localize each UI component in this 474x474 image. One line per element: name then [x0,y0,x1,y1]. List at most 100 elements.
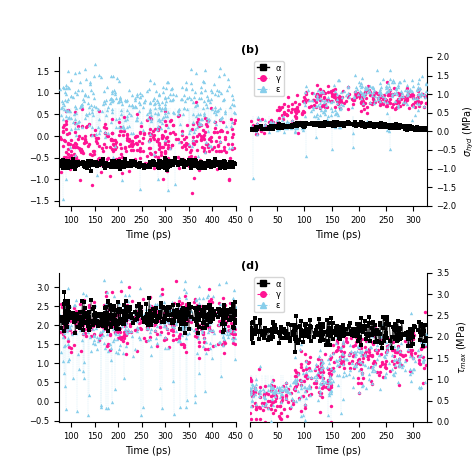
Point [141,161,148,169]
Point [218,310,225,318]
Point [71,159,78,166]
Point [60,302,68,310]
Point [333,118,341,126]
Point [141,97,148,104]
Point [63,107,70,114]
Point [304,86,312,94]
Point [128,162,136,169]
Point [109,95,116,102]
Point [108,162,116,170]
Point [119,337,127,344]
Point [418,346,425,353]
Point [199,134,207,141]
Point [123,123,130,130]
Point [125,307,132,314]
Point [147,318,155,325]
Point [249,124,256,131]
Point [289,400,297,408]
Point [114,298,122,306]
Point [297,327,304,334]
Point [355,91,362,98]
Point [162,107,169,114]
Point [181,157,188,165]
Point [198,307,206,314]
Point [230,161,237,168]
Point [392,322,399,330]
Point [195,283,203,290]
Point [164,78,171,85]
Point [413,86,421,93]
Point [185,156,192,164]
Point [115,118,123,126]
Point [404,126,411,133]
Point [297,384,304,392]
Point [372,98,379,106]
Point [94,337,101,345]
Point [357,345,365,352]
Point [75,160,83,168]
Point [316,337,324,345]
Point [210,161,218,169]
Point [203,140,211,147]
Point [305,358,313,366]
Point [108,159,115,167]
Point [311,329,319,337]
Point [248,396,256,403]
Point [196,160,203,167]
Point [221,325,229,333]
Point [219,306,227,314]
Point [175,315,182,323]
Point [352,329,360,337]
Point [157,317,165,325]
Point [367,343,374,350]
Point [200,342,207,350]
Point [181,320,188,328]
Point [107,301,114,309]
Point [336,354,344,361]
Point [87,131,95,139]
Point [111,328,119,336]
Point [297,363,304,371]
Point [374,330,382,337]
Point [270,382,277,390]
Point [70,118,77,126]
Point [199,143,206,151]
Point [111,325,119,332]
Point [85,160,92,168]
Point [381,337,388,345]
Point [294,123,301,130]
Point [328,120,335,128]
Point [191,160,199,167]
Point [71,328,79,335]
Point [192,137,200,145]
Point [336,104,343,111]
Point [87,296,95,304]
Point [224,87,231,94]
Point [230,145,237,152]
Point [331,358,338,366]
Point [150,158,157,165]
Point [187,146,195,154]
Point [118,158,125,166]
Point [72,159,80,167]
Point [58,312,66,319]
Point [79,149,86,157]
Point [131,158,139,165]
Point [273,383,281,391]
Point [329,319,337,327]
Point [403,95,411,103]
Point [401,96,409,104]
Point [341,354,348,362]
Point [123,159,131,167]
Point [132,139,140,147]
Point [109,325,117,333]
Point [206,314,213,321]
Point [171,180,179,187]
Point [324,356,332,363]
Point [249,127,257,134]
Point [147,159,155,166]
Point [197,159,204,167]
Point [103,107,110,114]
Point [104,314,112,322]
Point [93,346,100,353]
